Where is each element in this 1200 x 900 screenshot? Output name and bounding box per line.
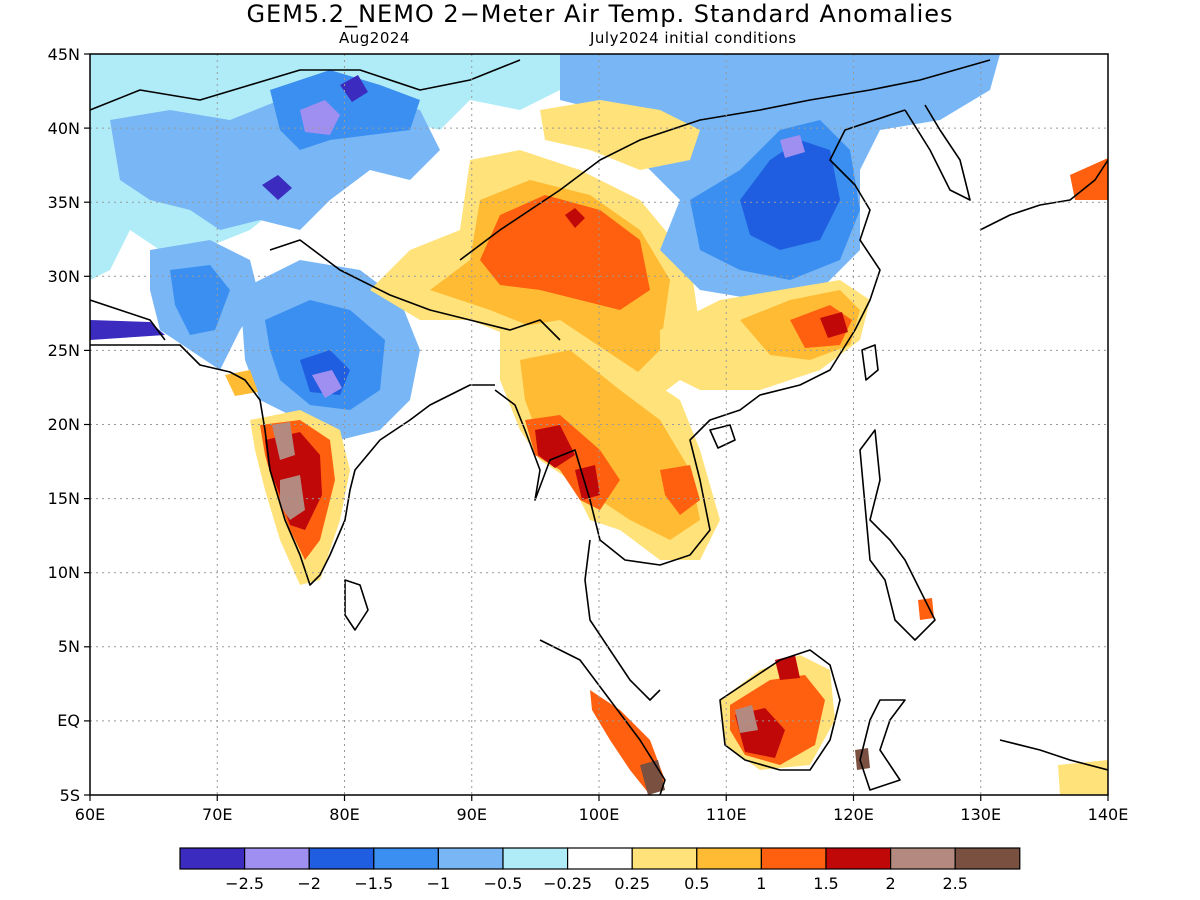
region-tibet-red bbox=[480, 195, 650, 310]
region-central-asia bbox=[90, 54, 560, 280]
y-tick-labels: 45N 40N 35N 30N 25N 20N 15N 10N 5N EQ 5S bbox=[48, 45, 80, 805]
coast-philippines bbox=[859, 429, 936, 641]
x-tick-label: 80E bbox=[329, 805, 359, 824]
colorbar-label: −0.25 bbox=[543, 874, 592, 893]
colorbar-label: −2 bbox=[297, 874, 321, 893]
x-tick-label: 120E bbox=[833, 805, 874, 824]
coast-taiwan bbox=[861, 344, 879, 381]
coast-arabia bbox=[90, 299, 166, 341]
forecast-month: Aug2024 bbox=[339, 29, 410, 47]
region-png-yellow bbox=[1058, 760, 1108, 795]
coastlines bbox=[90, 59, 1108, 795]
colorbar-swatch bbox=[244, 847, 310, 870]
y-tick-label: 40N bbox=[48, 119, 80, 138]
colorbar-label: 0.5 bbox=[684, 874, 709, 893]
y-tick-label: 35N bbox=[48, 193, 80, 212]
border-himalaya bbox=[269, 239, 561, 341]
initial-conditions: July2024 initial conditions bbox=[590, 29, 797, 47]
colorbar-swatch bbox=[179, 847, 246, 870]
region-tibet-dark bbox=[565, 208, 585, 228]
colorbar-swatch bbox=[825, 847, 892, 870]
y-tick-label: 5S bbox=[60, 786, 80, 805]
graticule bbox=[90, 54, 1108, 795]
coast-india bbox=[90, 344, 495, 586]
y-tick-label: 15N bbox=[48, 489, 80, 508]
coast-sumatra bbox=[539, 639, 666, 795]
coast-korea bbox=[904, 104, 971, 201]
colorbar-swatch bbox=[437, 847, 504, 870]
region-north-china-deep bbox=[740, 140, 840, 250]
region-laos-red bbox=[660, 465, 700, 515]
x-tick-label: 70E bbox=[202, 805, 232, 824]
colorbar-label: −2.5 bbox=[225, 874, 264, 893]
colorbar-label: 1 bbox=[756, 874, 766, 893]
coast-indochina bbox=[494, 109, 906, 566]
colorbar-swatch bbox=[954, 847, 1021, 870]
y-tick-label: 45N bbox=[48, 45, 80, 64]
coast-malay bbox=[584, 539, 661, 701]
colorbar-swatch bbox=[373, 847, 439, 870]
colorbar-label: 2 bbox=[886, 874, 896, 893]
region-kazakh-deep bbox=[300, 100, 340, 135]
map-title: GEM5.2_NEMO 2−Meter Air Temp. Standard A… bbox=[246, 0, 954, 28]
colorbar-swatch bbox=[889, 847, 956, 870]
border-china-north bbox=[459, 59, 991, 261]
y-tick-label: 10N bbox=[48, 563, 80, 582]
region-pakistan-blue bbox=[170, 265, 230, 335]
region-ghats-brown bbox=[272, 422, 295, 460]
colorbar-label: 0.25 bbox=[614, 874, 650, 893]
region-borneo-brown bbox=[735, 705, 758, 733]
region-tajik-blue bbox=[262, 175, 292, 200]
region-gujarat-warm bbox=[225, 370, 258, 396]
region-north-china-purple bbox=[780, 135, 805, 158]
y-tick-label: 30N bbox=[48, 267, 80, 286]
colorbar-swatch bbox=[502, 847, 569, 870]
colorbar-label: −1 bbox=[427, 874, 451, 893]
coast-sulawesi bbox=[859, 699, 906, 791]
coast-borneo bbox=[719, 649, 841, 771]
y-tick-label: 20N bbox=[48, 415, 80, 434]
colorbar-label: −1.5 bbox=[354, 874, 393, 893]
colorbar-swatch bbox=[631, 847, 698, 870]
tick-marks bbox=[84, 53, 1109, 801]
colorbar-swatch bbox=[696, 847, 762, 870]
coast-japan bbox=[979, 159, 1108, 231]
x-tick-labels: 60E 70E 80E 90E 100E 110E 120E 130E 140E bbox=[75, 805, 1129, 824]
y-tick-label: 5N bbox=[58, 637, 80, 656]
coast-srilanka bbox=[344, 579, 369, 631]
y-tick-label: 25N bbox=[48, 341, 80, 360]
region-south-china-dark bbox=[820, 312, 848, 338]
region-west-purple bbox=[90, 320, 165, 340]
colorbar-swatch bbox=[760, 847, 827, 870]
coast-png bbox=[999, 739, 1108, 771]
region-thai-dark bbox=[575, 465, 600, 500]
region-myanmar-dark bbox=[535, 425, 575, 468]
x-tick-label: 130E bbox=[960, 805, 1001, 824]
region-philippines-red bbox=[918, 598, 934, 620]
colorbar-label: −0.5 bbox=[484, 874, 523, 893]
coast-hainan bbox=[709, 424, 736, 449]
colorbar: −2.5 −2 −1.5 −1 −0.5 −0.25 0.25 0.5 1 1.5 2 2.5 bbox=[179, 847, 1021, 893]
region-sulawesi-brown bbox=[855, 748, 870, 770]
region-japan-red bbox=[1070, 158, 1108, 200]
colorbar-swatch bbox=[566, 847, 633, 870]
x-tick-label: 110E bbox=[706, 805, 747, 824]
region-mongolia-warm bbox=[540, 100, 700, 170]
y-tick-label: EQ bbox=[57, 711, 80, 730]
region-borneo-north-dark bbox=[775, 655, 800, 680]
border-central-asia bbox=[90, 59, 521, 111]
x-tick-label: 100E bbox=[579, 805, 620, 824]
region-indochina-orange bbox=[520, 350, 700, 540]
region-central-india-purple bbox=[312, 370, 342, 398]
colorbar-label: 2.5 bbox=[942, 874, 967, 893]
x-tick-label: 140E bbox=[1088, 805, 1129, 824]
x-tick-label: 90E bbox=[457, 805, 487, 824]
colorbar-swatch bbox=[308, 847, 375, 870]
region-ghats-brown-2 bbox=[280, 475, 305, 520]
region-kazakh-darkest bbox=[340, 75, 368, 102]
x-tick-label: 60E bbox=[75, 805, 105, 824]
colorbar-label: 1.5 bbox=[813, 874, 838, 893]
